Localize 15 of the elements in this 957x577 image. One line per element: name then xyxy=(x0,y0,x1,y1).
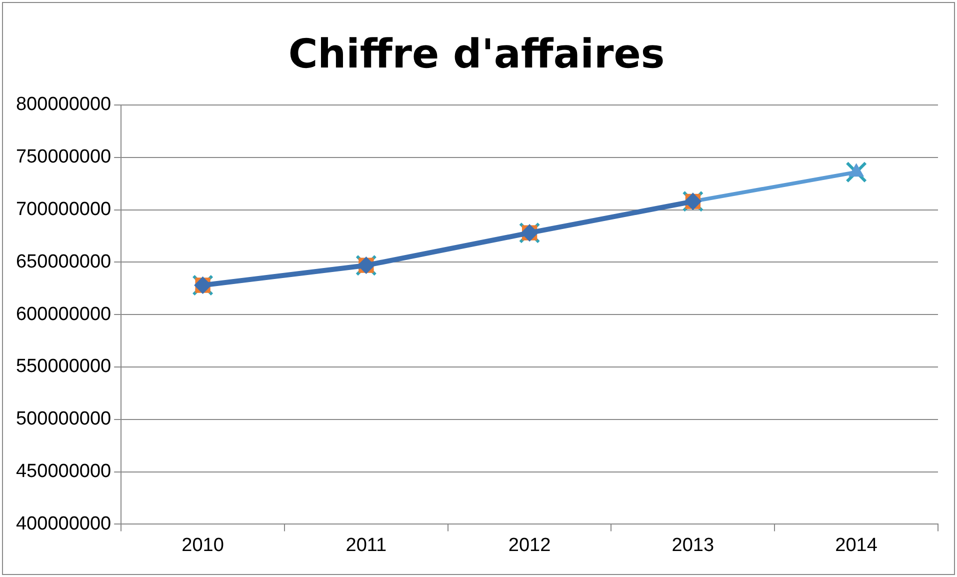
x-tick-label: 2013 xyxy=(672,534,714,556)
y-tick-label: 650000000 xyxy=(16,251,112,272)
y-tick-label: 800000000 xyxy=(16,94,112,116)
x-tick-label: 2010 xyxy=(182,534,224,556)
y-tick-label: 700000000 xyxy=(16,199,112,220)
y-tick-label: 450000000 xyxy=(16,461,112,482)
x-tick-label: 2011 xyxy=(346,534,387,556)
y-tick-label: 550000000 xyxy=(16,356,112,378)
x-tick-label: 2012 xyxy=(508,534,551,556)
chart-title: Chiffre d'affaires xyxy=(288,31,665,78)
y-tick-label: 400000000 xyxy=(16,513,112,534)
x-tick-label: 2014 xyxy=(835,534,878,556)
y-tick-label: 750000000 xyxy=(16,146,112,168)
y-tick-label: 600000000 xyxy=(16,304,112,325)
y-tick-label: 500000000 xyxy=(16,408,112,430)
